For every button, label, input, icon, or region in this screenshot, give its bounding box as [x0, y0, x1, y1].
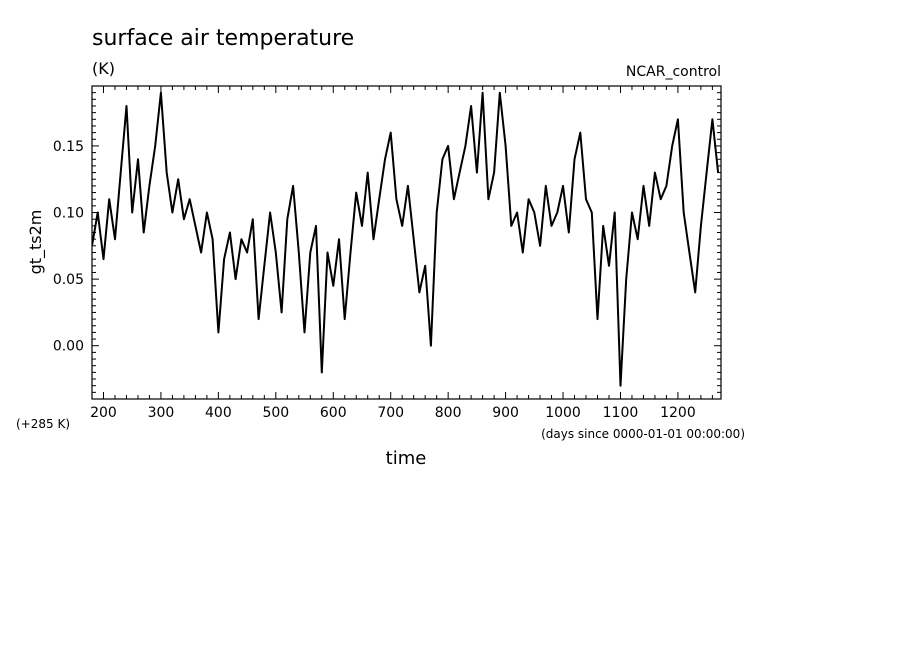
x-tick-label: 800 — [435, 405, 462, 421]
x-tick-label: 900 — [492, 405, 519, 421]
dataset-label: NCAR_control — [626, 64, 721, 80]
x-tick-label: 300 — [148, 405, 175, 421]
plot-area — [91, 85, 722, 400]
y-tick-label: 0.00 — [53, 339, 84, 355]
y-offset-label: (+285 K) — [16, 417, 70, 431]
series-line-1 — [92, 91, 720, 387]
units-label: (K) — [92, 59, 115, 78]
x-tick-label: 1200 — [660, 405, 696, 421]
x-axis-ticks: 200 300 400 500 600 700 800 900 1000 1100 1200 — [90, 86, 713, 421]
y-axis-label: gt_ts2m — [26, 210, 46, 275]
y-tick-label: 0.10 — [53, 206, 84, 222]
y-tick-label: 0.15 — [53, 139, 84, 155]
x-tick-label: 600 — [320, 405, 347, 421]
x-tick-label: 500 — [262, 405, 289, 421]
x-axis-units: (days since 0000-01-01 00:00:00) — [541, 427, 745, 441]
y-tick-label: 0.05 — [53, 272, 84, 288]
x-tick-label: 400 — [205, 405, 232, 421]
x-tick-label: 1100 — [603, 405, 639, 421]
x-tick-label: 200 — [90, 405, 117, 421]
x-axis-label: time — [386, 448, 427, 469]
x-tick-label: 1000 — [545, 405, 581, 421]
y-axis-ticks: 0.00 0.05 0.10 0.15 — [53, 85, 721, 400]
chart-title: surface air temperature — [92, 26, 354, 51]
x-tick-label: 700 — [377, 405, 404, 421]
plot-frame — [91, 85, 722, 400]
